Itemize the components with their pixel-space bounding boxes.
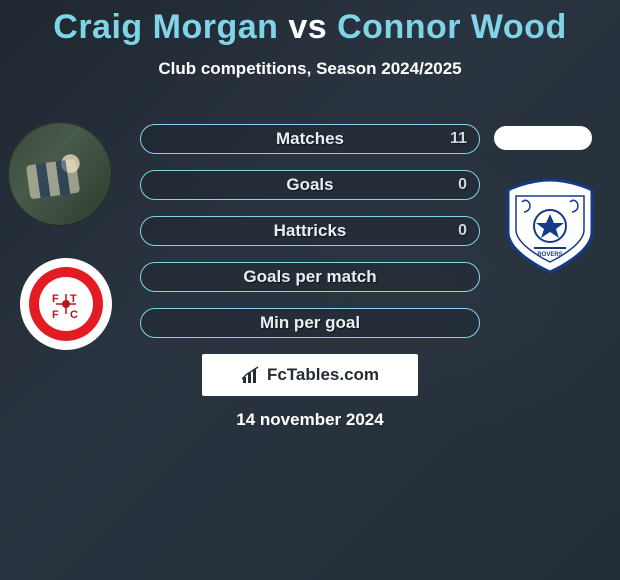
- bar-chart-icon: [241, 365, 261, 385]
- player2-photo: [494, 126, 592, 150]
- stat-label: Goals: [141, 171, 479, 199]
- stat-row-min-per-goal: Min per goal: [140, 308, 480, 338]
- club1-badge: F T F C: [20, 258, 112, 350]
- stat-label: Matches: [141, 125, 479, 153]
- stat-value-right: 11: [450, 125, 467, 153]
- club2-crest-icon: ROVERS: [500, 176, 600, 276]
- club1-inner: F T F C: [39, 277, 93, 331]
- stat-row-goals: Goals 0: [140, 170, 480, 200]
- stat-row-goals-per-match: Goals per match: [140, 262, 480, 292]
- player1-name: Craig Morgan: [53, 8, 278, 46]
- stat-value-right: 0: [458, 217, 467, 245]
- source-text: FcTables.com: [267, 365, 379, 385]
- svg-text:ROVERS: ROVERS: [537, 252, 562, 258]
- stat-row-hattricks: Hattricks 0: [140, 216, 480, 246]
- title: Craig Morgan vs Connor Wood: [0, 0, 620, 47]
- stat-label: Goals per match: [141, 263, 479, 291]
- source-badge: FcTables.com: [202, 354, 418, 396]
- svg-text:T: T: [70, 293, 77, 305]
- subtitle: Club competitions, Season 2024/2025: [0, 59, 620, 79]
- club1-ring: F T F C: [29, 267, 103, 341]
- club1-crest-icon: F T F C: [46, 284, 86, 324]
- stat-label: Min per goal: [141, 309, 479, 337]
- player2-name: Connor Wood: [337, 8, 567, 46]
- stat-label: Hattricks: [141, 217, 479, 245]
- infographic-root: Craig Morgan vs Connor Wood Club competi…: [0, 0, 620, 580]
- player1-photo: [8, 122, 112, 226]
- vs-text: vs: [288, 8, 327, 46]
- club2-badge: ROVERS: [500, 176, 600, 276]
- svg-text:F: F: [52, 309, 59, 321]
- stat-row-matches: Matches 11: [140, 124, 480, 154]
- stat-value-right: 0: [458, 171, 467, 199]
- stats-panel: Matches 11 Goals 0 Hattricks 0 Goals per…: [140, 124, 480, 354]
- date: 14 november 2024: [0, 410, 620, 430]
- svg-text:C: C: [70, 309, 78, 321]
- svg-text:F: F: [52, 293, 59, 305]
